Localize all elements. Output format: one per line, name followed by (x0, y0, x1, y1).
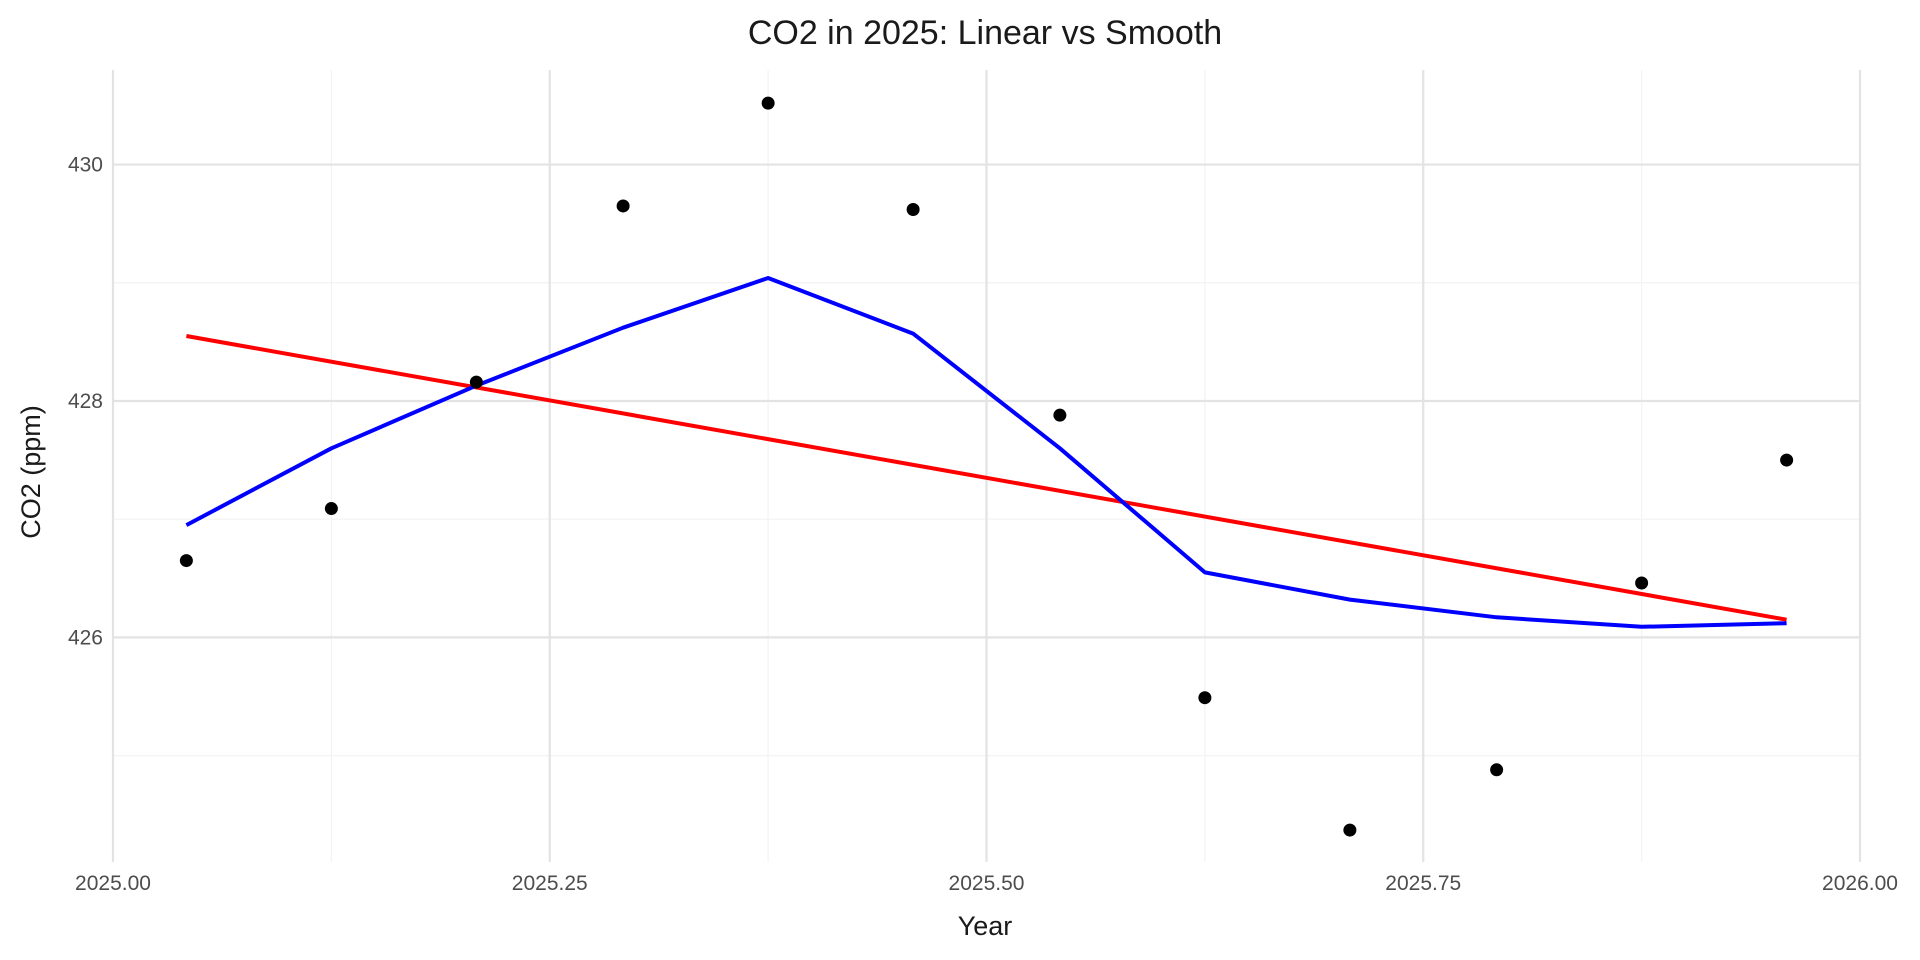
chart-title: CO2 in 2025: Linear vs Smooth (748, 14, 1222, 52)
y-tick-label: 428 (68, 390, 103, 413)
data-point (761, 96, 775, 110)
y-tick-label: 426 (68, 626, 103, 649)
grid (111, 70, 1862, 862)
y-tick-label: 430 (68, 154, 103, 177)
data-point (179, 554, 193, 568)
series-lines (185, 276, 1787, 629)
data-point (1635, 576, 1649, 590)
data-point (906, 202, 920, 216)
tick-labels: 2025.00 2025.25 2025.50 2025.75 2026.00 426 42… (68, 154, 1898, 895)
data-point (1343, 823, 1357, 837)
data-point (1490, 763, 1504, 777)
y-axis-title: CO2 (ppm) (16, 405, 46, 539)
data-point (324, 502, 338, 516)
data-point (1053, 408, 1067, 422)
data-points (179, 96, 1794, 837)
linear-fit-line (186, 334, 1787, 622)
x-tick-label: 2026.00 (1822, 872, 1898, 895)
x-tick-label: 2025.50 (949, 872, 1025, 895)
smooth-fit-line (185, 276, 1787, 629)
x-axis-title: Year (958, 911, 1013, 941)
data-point (1198, 691, 1212, 705)
data-point (616, 199, 630, 213)
x-tick-label: 2025.25 (512, 872, 588, 895)
data-point (469, 375, 483, 389)
data-point (1780, 453, 1794, 467)
x-tick-label: 2025.00 (75, 872, 151, 895)
x-tick-label: 2025.75 (1385, 872, 1461, 895)
